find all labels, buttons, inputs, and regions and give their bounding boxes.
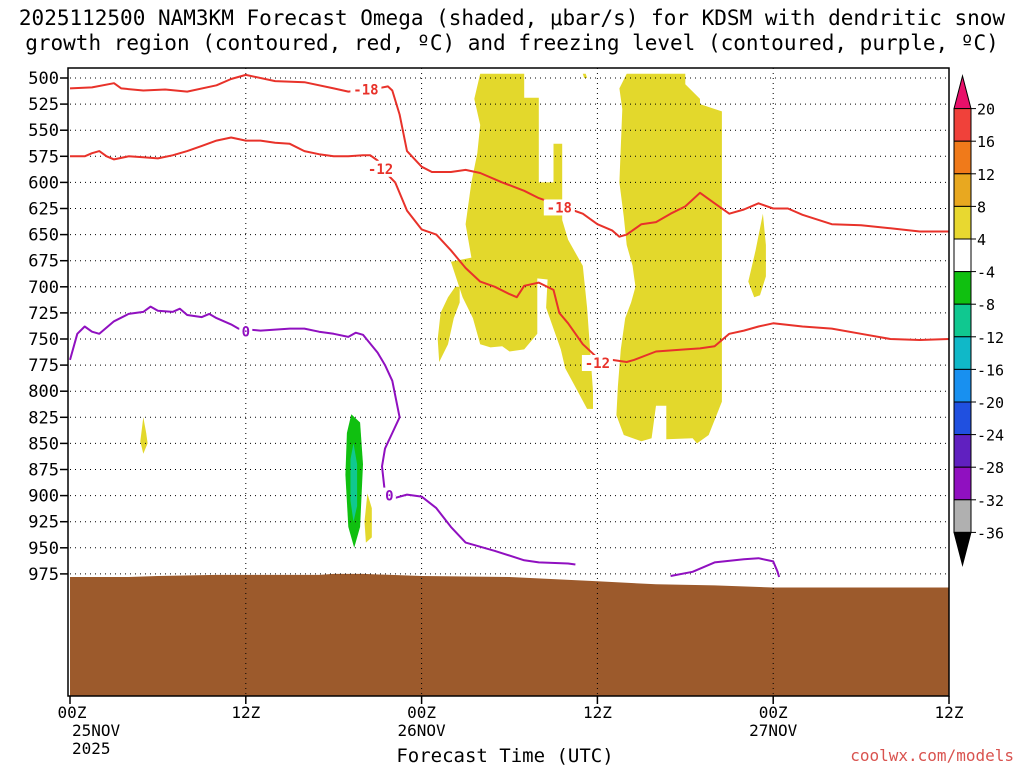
contour-line-0: [69, 73, 949, 238]
omega-region-8: [350, 443, 358, 522]
contour-label-bg-2: [543, 199, 575, 216]
contour-label-bg-0: [350, 81, 382, 98]
y-tick-label-825: 825: [28, 408, 59, 428]
plot-frame: [67, 67, 950, 697]
chart-title: 2025112500 NAM3KM Forecast Omega (shaded…: [0, 6, 1024, 56]
contour-label-5: 0: [385, 489, 393, 505]
colorbar-segment-7: [953, 303, 972, 338]
colorbar-label-11: -28: [977, 459, 1004, 477]
colorbar-label-2: 12: [977, 166, 995, 184]
colorbar-top-arrow: [953, 74, 972, 110]
x-tick-label-24-0: 00Z: [407, 703, 436, 722]
x-tick-label-24-1: 26NOV: [398, 721, 447, 740]
y-tick-label-550: 550: [28, 121, 59, 141]
title-line-2: growth region (contoured, red, ºC) and f…: [25, 31, 999, 55]
x-tick-label-0-0: 00Z: [58, 703, 87, 722]
contour-labels: -18 -12 -18 -12 0 0: [239, 81, 613, 505]
y-tick-label-600: 600: [28, 173, 59, 193]
contour-label-bg-4: [239, 323, 253, 340]
omega-shading: [140, 73, 766, 548]
x-tick-label-0-1: 25NOV: [72, 721, 121, 740]
y-tick-label-525: 525: [28, 95, 59, 115]
colorbar-bottom-arrow: [953, 531, 972, 567]
x-axis-title: Forecast Time (UTC): [396, 745, 614, 767]
y-tick-label-500: 500: [28, 69, 59, 89]
source-credit: coolwx.com/models: [850, 746, 1014, 765]
x-tick-label-48-1: 27NOV: [749, 721, 798, 740]
y-tick-label-775: 775: [28, 356, 59, 376]
colorbar-segment-4: [953, 205, 972, 240]
contour-line-1: [70, 136, 950, 363]
colorbar-label-10: -24: [977, 427, 1004, 445]
x-tick-label-0-2: 2025: [72, 739, 111, 758]
omega-region-3: [582, 73, 588, 78]
y-tick-label-800: 800: [28, 382, 59, 402]
contour-line-2: [69, 305, 576, 566]
colorbar-label-1: 16: [977, 133, 995, 151]
contour-label-2: -18: [547, 200, 572, 216]
y-tick-label-925: 925: [28, 513, 59, 533]
x-tick-label-12-0: 12Z: [231, 703, 260, 722]
colorbar-segment-9: [953, 368, 972, 403]
omega-region-1: [616, 73, 722, 444]
y-tick-label-725: 725: [28, 304, 59, 324]
colorbar-label-0: 20: [977, 101, 995, 119]
colorbar-label-13: -36: [977, 524, 1004, 542]
omega-region-2: [437, 286, 460, 362]
colorbar-label-5: -4: [977, 264, 995, 282]
y-tick-label-975: 975: [28, 565, 59, 585]
contour-label-bg-1: [365, 160, 397, 177]
colorbar-segment-1: [953, 108, 972, 142]
omega-region-0: [450, 73, 593, 409]
omega-region-5: [140, 417, 148, 454]
y-tick-label-675: 675: [28, 252, 59, 272]
colorbar-segment-13: [953, 499, 972, 533]
colorbar-label-7: -12: [977, 329, 1004, 347]
colorbar-label-9: -20: [977, 394, 1004, 412]
colorbar-segment-2: [953, 140, 972, 175]
colorbar-segment-3: [953, 173, 972, 207]
terrain-fill: [70, 573, 949, 696]
colorbar-segment-10: [953, 401, 972, 436]
omega-region-6: [364, 493, 372, 543]
colorbar: 20 16 12 8 4 -4 -8 -12 -16 -20 -24 -28 -32 -36: [953, 74, 1004, 567]
y-tick-label-900: 900: [28, 487, 59, 507]
x-tick-label-48-0: 00Z: [759, 703, 788, 722]
colorbar-segment-12: [953, 466, 972, 501]
colorbar-label-4: 4: [977, 231, 986, 249]
contour-line-3: [670, 557, 781, 578]
y-tick-label-625: 625: [28, 200, 59, 220]
terrain-layer: [70, 573, 949, 696]
contour-label-0: -18: [353, 82, 378, 98]
contour-lines: [69, 73, 950, 578]
contour-label-bg-3: [581, 355, 613, 372]
colorbar-segment-11: [953, 434, 972, 468]
title-line-1: 2025112500 NAM3KM Forecast Omega (shaded…: [18, 6, 1006, 30]
x-tick-label-36-0: 12Z: [583, 703, 612, 722]
y-tick-label-875: 875: [28, 461, 59, 481]
colorbar-segment-5: [953, 238, 972, 273]
contour-label-bg-5: [382, 487, 396, 504]
y-tick-label-750: 750: [28, 330, 59, 350]
colorbar-label-3: 8: [977, 198, 986, 216]
y-tick-label-575: 575: [28, 147, 59, 167]
x-tick-label-60-0: 12Z: [935, 703, 964, 722]
contour-label-3: -12: [585, 356, 610, 372]
y-tick-label-700: 700: [28, 278, 59, 298]
y-tick-label-650: 650: [28, 226, 59, 246]
colorbar-label-12: -32: [977, 492, 1004, 510]
contour-label-1: -12: [368, 162, 393, 178]
colorbar-label-8: -16: [977, 361, 1004, 379]
colorbar-label-6: -8: [977, 296, 995, 314]
colorbar-segment-8: [953, 336, 972, 370]
y-axis: 500 525 550 575 600 625 650 675 700 725 750 775 800 8…: [28, 69, 68, 585]
y-tick-label-950: 950: [28, 539, 59, 559]
y-tick-label-850: 850: [28, 434, 59, 454]
contour-label-4: 0: [242, 325, 250, 341]
colorbar-segment-6: [953, 271, 972, 305]
omega-region-4: [748, 213, 766, 298]
